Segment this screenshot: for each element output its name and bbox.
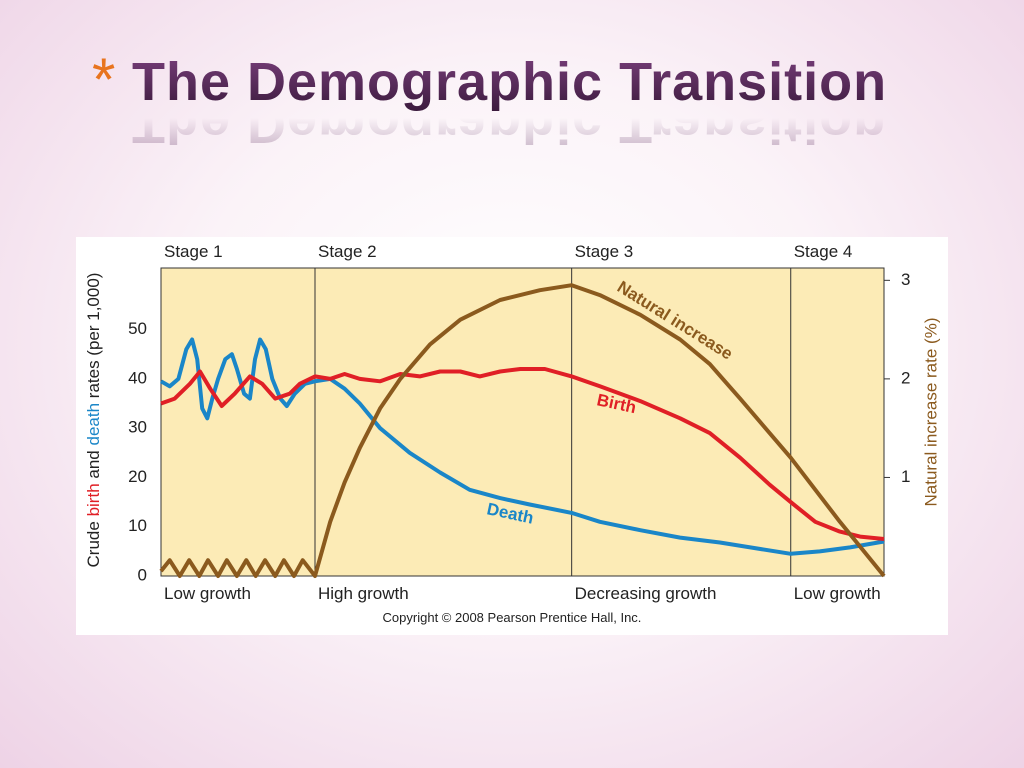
- series-line: [159, 283, 886, 578]
- growth-label: Low growth: [794, 584, 881, 603]
- plot-area: [160, 267, 885, 577]
- y-axis-label: Crude birth and death rates (per 1,000): [84, 273, 103, 568]
- y-label-part: Crude: [84, 521, 103, 567]
- y-tick-label: 10: [128, 516, 147, 535]
- y2-axis-label: Natural increase rate (%): [921, 318, 940, 507]
- growth-label: Low growth: [164, 584, 251, 603]
- y-label-part: and: [84, 450, 103, 478]
- series-line: [160, 367, 885, 541]
- copyright: Copyright © 2008 Pearson Prentice Hall, …: [383, 610, 642, 625]
- stage-label: Stage 2: [318, 242, 377, 261]
- series-line: [160, 337, 885, 556]
- y-tick-label: 0: [138, 565, 147, 584]
- slide-title: The Demographic Transition: [132, 52, 887, 112]
- stage-label: Stage 1: [164, 242, 223, 261]
- y-label-part: birth: [84, 483, 103, 516]
- y-tick-label: 40: [128, 368, 147, 387]
- y-label-part: rates (per 1,000): [84, 273, 103, 399]
- y-tick-label: 30: [128, 418, 147, 437]
- stage-label: Stage 4: [794, 242, 853, 261]
- y-tick-label: 50: [128, 319, 147, 338]
- title-bullet: *: [92, 46, 115, 113]
- y-label-part: death: [84, 403, 103, 446]
- y-tick-label: 20: [128, 467, 147, 486]
- y2-tick-label: 3: [901, 270, 910, 289]
- y2-tick-label: 2: [901, 368, 910, 387]
- y2-tick-label: 1: [901, 467, 910, 486]
- stage-label: Stage 3: [575, 242, 634, 261]
- growth-label: High growth: [318, 584, 409, 603]
- growth-label: Decreasing growth: [575, 584, 717, 603]
- title-reflection: The Demographic Transition: [132, 94, 887, 154]
